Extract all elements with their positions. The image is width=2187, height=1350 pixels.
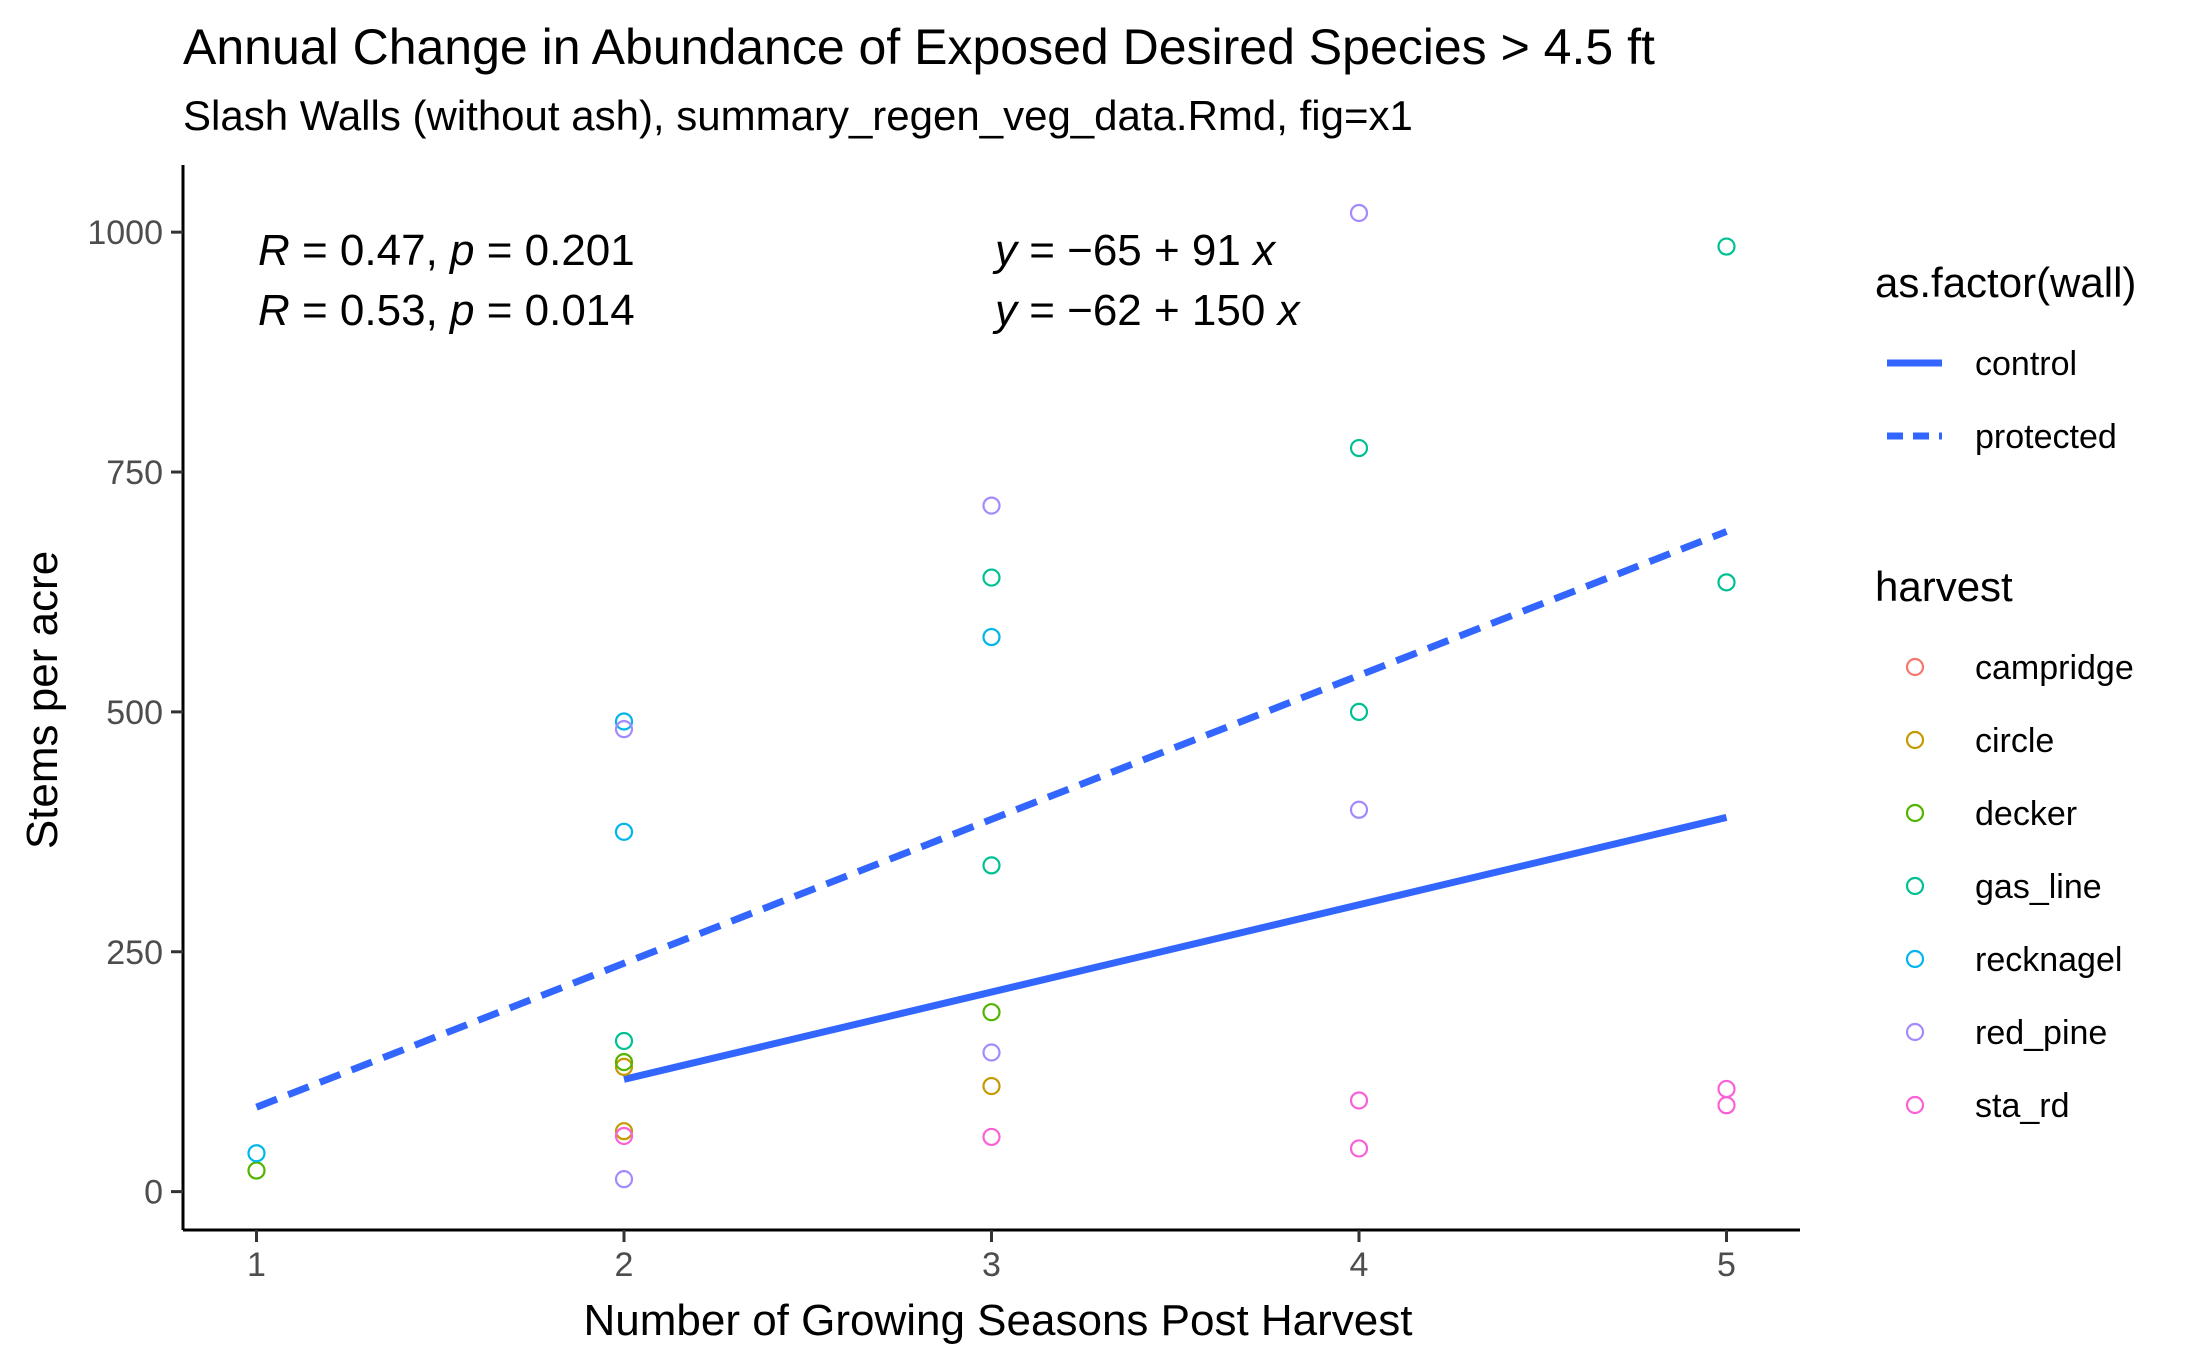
- legend-label-gas_line: gas_line: [1975, 868, 2102, 906]
- point-red_pine: [614, 1170, 634, 1189]
- x-tick-label: 3: [982, 1246, 1001, 1284]
- legend-label-recknagel: recknagel: [1975, 941, 2122, 979]
- legend-title-wall: as.factor(wall): [1875, 259, 2136, 306]
- y-tick-label: 500: [106, 694, 163, 732]
- point-sta_rd: [1717, 1079, 1736, 1099]
- legend-label-control: control: [1975, 345, 2077, 383]
- chart-title: Annual Change in Abundance of Exposed De…: [183, 19, 1655, 75]
- legend-key-recknagel: [1905, 949, 1925, 969]
- point-gas_line: [1349, 702, 1369, 721]
- legend-label-circle: circle: [1975, 722, 2054, 760]
- x-tick-label: 1: [247, 1246, 266, 1284]
- point-red_pine: [1349, 203, 1369, 223]
- x-tick-label: 4: [1350, 1246, 1369, 1284]
- fit-lines: [255, 528, 1728, 1111]
- x-tick-label: 2: [615, 1246, 634, 1284]
- legend-label-decker: decker: [1975, 795, 2077, 833]
- legend-key-red_pine: [1905, 1022, 1925, 1042]
- legend-key-sta_rd: [1905, 1095, 1925, 1115]
- r-annotation-control: R = 0.47, p = 0.201: [258, 226, 635, 275]
- legend: as.factor(wall) control protected harvest…: [1875, 259, 2136, 1125]
- r-annotation-protected: R = 0.53, p = 0.014: [258, 286, 635, 335]
- point-gas_line: [982, 856, 1001, 875]
- point-red_pine: [982, 496, 1001, 515]
- y-axis-title: Stems per acre: [18, 551, 67, 849]
- point-recknagel: [247, 1144, 266, 1163]
- legend-label-protected: protected: [1975, 418, 2117, 456]
- point-circle: [614, 1122, 634, 1141]
- legend-label-red_pine: red_pine: [1975, 1014, 2107, 1052]
- equation-protected: y = −62 + 150 x: [992, 286, 1302, 335]
- point-recknagel: [982, 627, 1001, 647]
- point-gas_line: [614, 1031, 634, 1051]
- legend-key-decker: [1905, 803, 1925, 823]
- legend-title-harvest: harvest: [1875, 563, 2013, 610]
- point-red_pine: [982, 1043, 1001, 1062]
- point-sta_rd: [1349, 1091, 1369, 1110]
- point-circle: [614, 1057, 634, 1076]
- chart-subtitle: Slash Walls (without ash), summary_regen…: [183, 92, 1413, 139]
- equation-control: y = −65 + 91 x: [992, 226, 1277, 275]
- point-sta_rd: [1717, 1096, 1736, 1115]
- fit-line-protected: [255, 528, 1728, 1111]
- point-recknagel: [614, 822, 634, 841]
- y-tick-label: 0: [144, 1174, 163, 1212]
- legend-harvest-items: campridge circle decker gas_line recknagel re…: [1905, 649, 2134, 1125]
- y-tick-label: 250: [106, 934, 163, 972]
- legend-key-circle: [1905, 730, 1925, 750]
- x-axis-title: Number of Growing Seasons Post Harvest: [583, 1296, 1412, 1345]
- y-tick-label: 1000: [87, 214, 163, 252]
- legend-wall-items: control protected: [1887, 345, 2117, 456]
- point-sta_rd: [982, 1127, 1001, 1147]
- legend-key-gas_line: [1905, 876, 1925, 896]
- axes: 1 2 3 4 5 0 250 500 750 1000: [87, 165, 1800, 1284]
- point-circle: [982, 1076, 1001, 1096]
- point-gas_line: [1717, 237, 1736, 256]
- point-red_pine: [614, 720, 634, 739]
- fit-line-control: [623, 814, 1728, 1083]
- point-sta_rd: [1349, 1139, 1369, 1158]
- legend-label-sta_rd: sta_rd: [1975, 1087, 2070, 1125]
- point-decker: [247, 1161, 266, 1180]
- data-points: [247, 203, 1736, 1189]
- legend-label-campridge: campridge: [1975, 649, 2134, 687]
- point-sta_rd: [614, 1126, 634, 1146]
- point-recknagel: [614, 712, 634, 731]
- point-gas_line: [982, 568, 1001, 587]
- point-red_pine: [1349, 800, 1369, 819]
- point-decker: [982, 1003, 1001, 1022]
- legend-key-campridge: [1905, 657, 1925, 677]
- point-gas_line: [1349, 438, 1369, 458]
- y-tick-label: 750: [106, 454, 163, 492]
- point-decker: [614, 1052, 634, 1072]
- point-gas_line: [1717, 573, 1736, 592]
- x-tick-label: 5: [1717, 1246, 1736, 1284]
